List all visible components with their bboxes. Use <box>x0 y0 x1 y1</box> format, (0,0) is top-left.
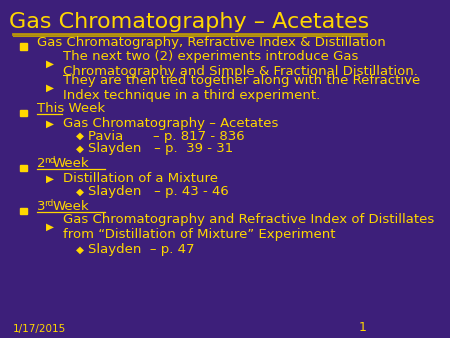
Text: Gas Chromatography – Acetates: Gas Chromatography – Acetates <box>63 117 278 130</box>
Text: Week: Week <box>53 200 90 213</box>
Bar <box>20 43 27 50</box>
Text: 1/17/2015: 1/17/2015 <box>13 324 66 334</box>
Text: ▶: ▶ <box>46 173 54 184</box>
Bar <box>20 208 27 214</box>
Text: Gas Chromatography – Acetates: Gas Chromatography – Acetates <box>9 12 370 32</box>
Text: 2: 2 <box>37 158 45 170</box>
Text: ◆: ◆ <box>76 131 84 141</box>
Text: Slayden   – p. 43 - 46: Slayden – p. 43 - 46 <box>89 186 229 198</box>
Text: ▶: ▶ <box>46 59 54 69</box>
Text: ◆: ◆ <box>76 244 84 255</box>
Text: nd: nd <box>45 156 56 165</box>
Text: ◆: ◆ <box>76 144 84 154</box>
Text: ◆: ◆ <box>76 187 84 197</box>
Text: Pavia       – p. 817 - 836: Pavia – p. 817 - 836 <box>89 130 245 143</box>
Text: ▶: ▶ <box>46 222 54 232</box>
Text: The next two (2) experiments introduce Gas
Chromatography and Simple & Fractiona: The next two (2) experiments introduce G… <box>63 50 418 78</box>
Text: ▶: ▶ <box>46 118 54 128</box>
Text: rd: rd <box>45 199 54 208</box>
Text: Distillation of a Mixture: Distillation of a Mixture <box>63 172 218 185</box>
Bar <box>20 110 27 116</box>
Text: ▶: ▶ <box>46 83 54 93</box>
Text: Slayden   – p.  39 - 31: Slayden – p. 39 - 31 <box>89 142 234 155</box>
Text: They are then tied together along with the Refractive
Index technique in a third: They are then tied together along with t… <box>63 74 420 102</box>
Text: Gas Chromatography and Refractive Index of Distillates
from “Distillation of Mix: Gas Chromatography and Refractive Index … <box>63 213 434 241</box>
Text: This Week: This Week <box>37 102 105 115</box>
Bar <box>20 165 27 171</box>
Text: Slayden  – p. 47: Slayden – p. 47 <box>89 243 195 256</box>
Text: 1: 1 <box>358 321 366 334</box>
Text: 3: 3 <box>37 200 45 213</box>
Text: Gas Chromatography, Refractive Index & Distillation: Gas Chromatography, Refractive Index & D… <box>37 36 386 49</box>
Text: Week: Week <box>53 158 90 170</box>
